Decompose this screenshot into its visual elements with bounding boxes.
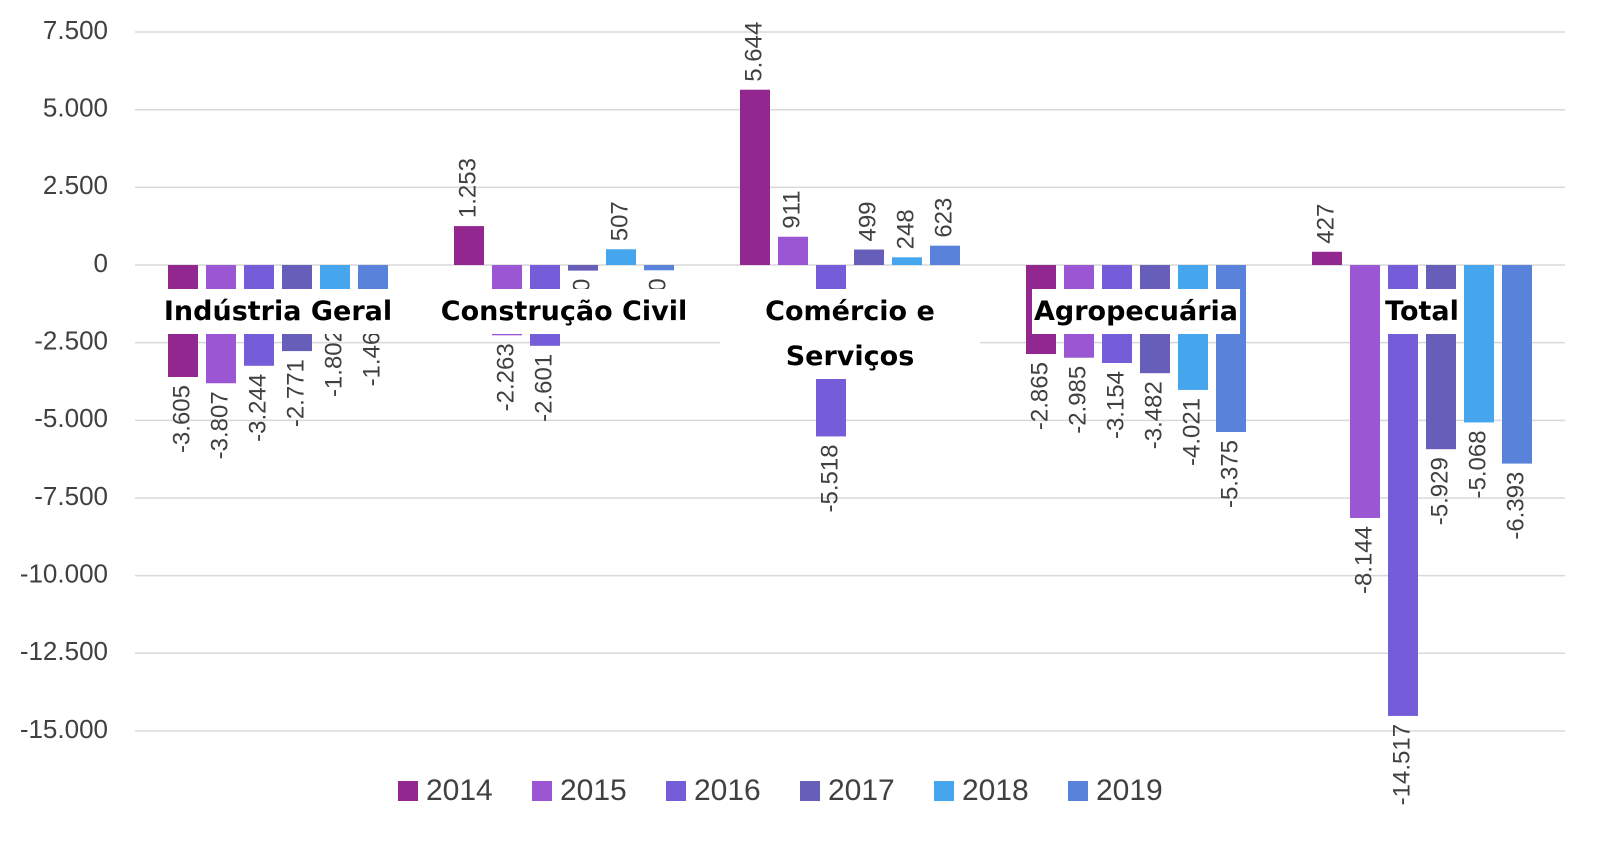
y-tick-label: -12.500: [20, 636, 108, 666]
legend-swatch: [532, 781, 552, 801]
bar: [606, 249, 636, 266]
bar: [568, 265, 598, 271]
legend-swatch: [398, 781, 418, 801]
legend-label: 2017: [828, 774, 895, 807]
data-label: -8.144: [1350, 526, 1377, 594]
y-tick-label: -10.000: [20, 559, 108, 589]
data-label: -2.263: [492, 343, 519, 411]
category-label: Total: [1383, 289, 1461, 334]
bar: [1350, 265, 1380, 518]
data-label: -14.517: [1388, 724, 1415, 805]
legend-label: 2014: [426, 774, 493, 807]
legend-swatch: [934, 781, 954, 801]
data-label: -4.021: [1178, 398, 1205, 466]
data-label: 507: [606, 201, 633, 241]
bar: [854, 249, 884, 266]
data-label: -2.601: [530, 354, 557, 422]
y-tick-label: -5.000: [34, 403, 108, 433]
y-tick-label: 7.500: [43, 15, 108, 45]
data-label: -3.154: [1102, 371, 1129, 439]
data-label: -5.929: [1426, 457, 1453, 525]
data-label: -1.802: [320, 329, 347, 397]
data-label: 5.644: [740, 22, 767, 82]
bar: [644, 265, 674, 271]
bar: [1312, 251, 1342, 266]
bar: [740, 89, 770, 266]
data-label: -5.068: [1464, 430, 1491, 498]
data-label: 911: [778, 190, 805, 228]
category-label: Indústria Geral: [161, 289, 395, 334]
legend-swatch: [800, 781, 820, 801]
category-label: Comércio e Serviços: [720, 289, 980, 379]
category-label: Agropecuária: [1032, 289, 1240, 334]
data-label: -5.518: [816, 444, 843, 512]
bar: [1464, 265, 1494, 423]
bar: [454, 226, 484, 266]
y-tick-label: -7.500: [34, 481, 108, 511]
data-label: -2.771: [282, 359, 309, 427]
bar: [778, 236, 808, 266]
legend-label: 2015: [560, 774, 627, 807]
legend-label: 2018: [962, 774, 1029, 807]
legend-label: 2019: [1096, 774, 1163, 807]
data-label: 623: [930, 198, 957, 238]
y-tick-label: 5.000: [43, 93, 108, 123]
bar: [1388, 265, 1418, 716]
legend-label: 2016: [694, 774, 761, 807]
legend-swatch: [666, 781, 686, 801]
data-label: -3.605: [168, 385, 195, 453]
data-label: -3.244: [244, 374, 271, 442]
data-label: -3.482: [1140, 381, 1167, 449]
bar: [1502, 265, 1532, 464]
category-label: Construção Civil: [438, 289, 690, 334]
y-tick-label: 0: [94, 248, 108, 278]
data-label: -2.985: [1064, 366, 1091, 434]
data-label: 499: [854, 201, 881, 241]
y-tick-label: -2.500: [34, 326, 108, 356]
y-tick-label: 2.500: [43, 170, 108, 200]
legend-swatch: [1068, 781, 1088, 801]
y-tick-label: -15.000: [20, 714, 108, 744]
data-label: 248: [892, 209, 919, 249]
data-label: 427: [1312, 204, 1339, 244]
bar: [930, 245, 960, 266]
data-label: -2.865: [1026, 362, 1053, 430]
data-label: -6.393: [1502, 472, 1529, 540]
data-label: -3.807: [206, 391, 233, 459]
data-label: 1.253: [454, 158, 481, 218]
data-label: -5.375: [1216, 440, 1243, 508]
bar: [892, 257, 922, 266]
